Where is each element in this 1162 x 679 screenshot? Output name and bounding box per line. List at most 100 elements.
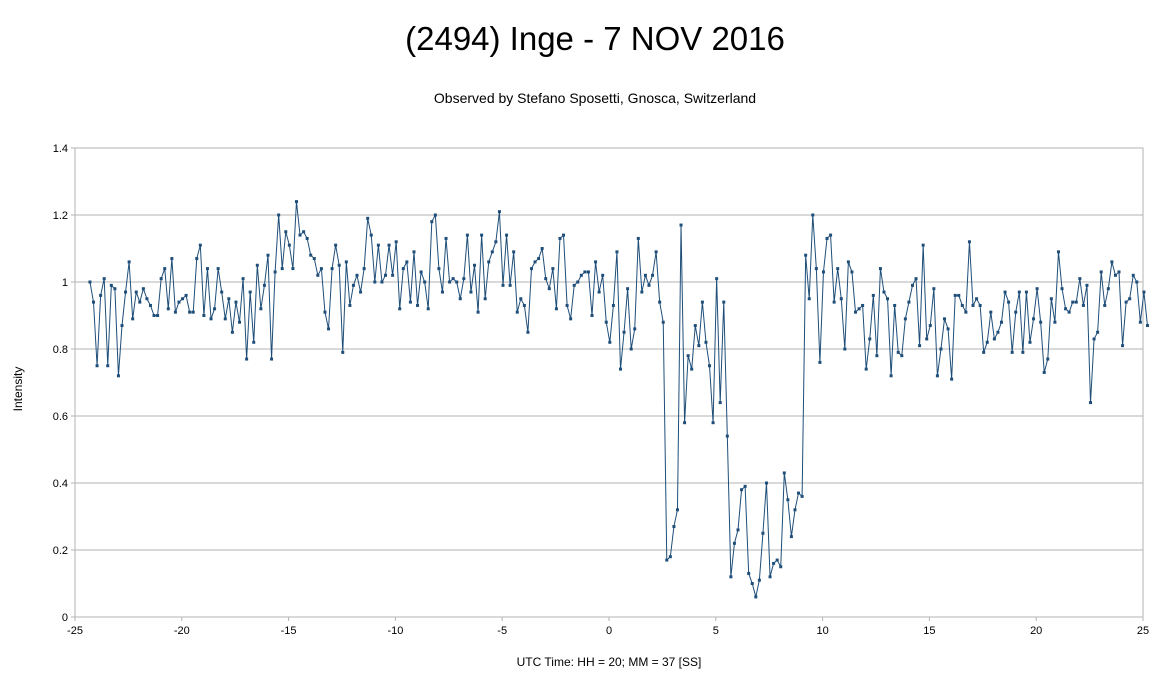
data-point [725,434,729,438]
gridlines [75,147,1143,618]
data-point [266,253,270,257]
data-point [362,267,366,271]
data-point [1056,250,1060,254]
data-point [287,243,291,247]
data-point [444,236,448,240]
data-point [857,307,861,311]
data-point [704,340,708,344]
data-point [1046,357,1050,361]
data-point [864,367,868,371]
data-point [971,303,975,307]
data-point [975,297,979,301]
data-point [946,327,950,331]
data-point [408,300,412,304]
data-point [501,283,505,287]
x-tick-label: -15 [281,625,297,637]
data-point [241,277,245,281]
data-point [1121,344,1125,348]
data-point [558,236,562,240]
x-tick-label: -10 [387,625,403,637]
data-point [416,303,420,307]
data-point [551,267,555,271]
data-point [252,340,256,344]
data-point [305,236,309,240]
data-point [120,324,124,328]
data-point [1039,320,1043,324]
data-point [619,367,622,371]
series-line [89,201,1148,598]
data-point [743,484,747,488]
data-point [277,213,281,217]
data-point [191,310,195,314]
data-point [152,314,156,317]
data-point [839,297,843,301]
data-point [1067,310,1071,314]
y-tick-label: 0.6 [53,411,68,423]
data-point [348,303,352,307]
data-point [398,307,402,311]
data-point [1032,317,1036,321]
x-axis-title: UTC Time: HH = 20; MM = 37 [SS] [517,655,702,669]
y-tick-label: 0.8 [53,344,68,356]
data-point [494,240,498,244]
data-point [373,280,377,284]
data-point [964,310,968,314]
data-point [871,293,875,297]
data-point [141,287,145,291]
data-point [686,354,690,358]
data-point [1106,287,1110,291]
data-point [757,578,761,582]
data-point [383,273,387,277]
data-point [184,293,188,297]
data-point [868,337,872,341]
data-point [1096,330,1100,334]
data-point [430,220,434,224]
chart-title: (2494) Inge - 7 NOV 2016 [405,20,785,57]
data-point [996,330,1000,334]
x-tick-label: 0 [606,625,612,637]
data-point [658,300,662,304]
data-point [708,364,712,368]
data-point [846,260,850,264]
y-tick-label: 1.2 [53,210,68,222]
data-point [729,575,733,579]
data-point [747,571,751,575]
data-point [490,250,494,254]
data-point [255,263,259,267]
data-point [597,290,601,294]
data-point [412,250,416,254]
data-point [419,270,423,274]
data-point [943,317,947,321]
data-point [672,525,676,529]
data-point [294,200,298,204]
data-point [576,280,580,284]
data-point [800,494,804,498]
data-point [1138,320,1142,324]
data-point [586,270,590,274]
data-point [145,297,149,301]
plot-area-border [74,147,1144,618]
data-point [875,354,879,358]
data-point [914,277,918,281]
data-point [715,277,719,281]
data-point [238,320,241,324]
data-point [611,303,615,307]
data-point [661,320,665,324]
data-point [227,297,231,301]
data-point [889,374,893,378]
data-point [522,303,526,307]
data-point [615,250,619,254]
data-point [569,317,573,321]
data-point [732,541,736,545]
data-point [647,283,651,287]
data-point [861,303,865,307]
data-point [376,243,380,247]
data-point [594,260,598,264]
data-point [1021,350,1025,354]
data-point [448,280,452,284]
data-point [245,357,249,361]
data-point [170,257,174,261]
data-point [355,273,359,277]
data-point [882,290,886,294]
data-point [604,320,608,324]
